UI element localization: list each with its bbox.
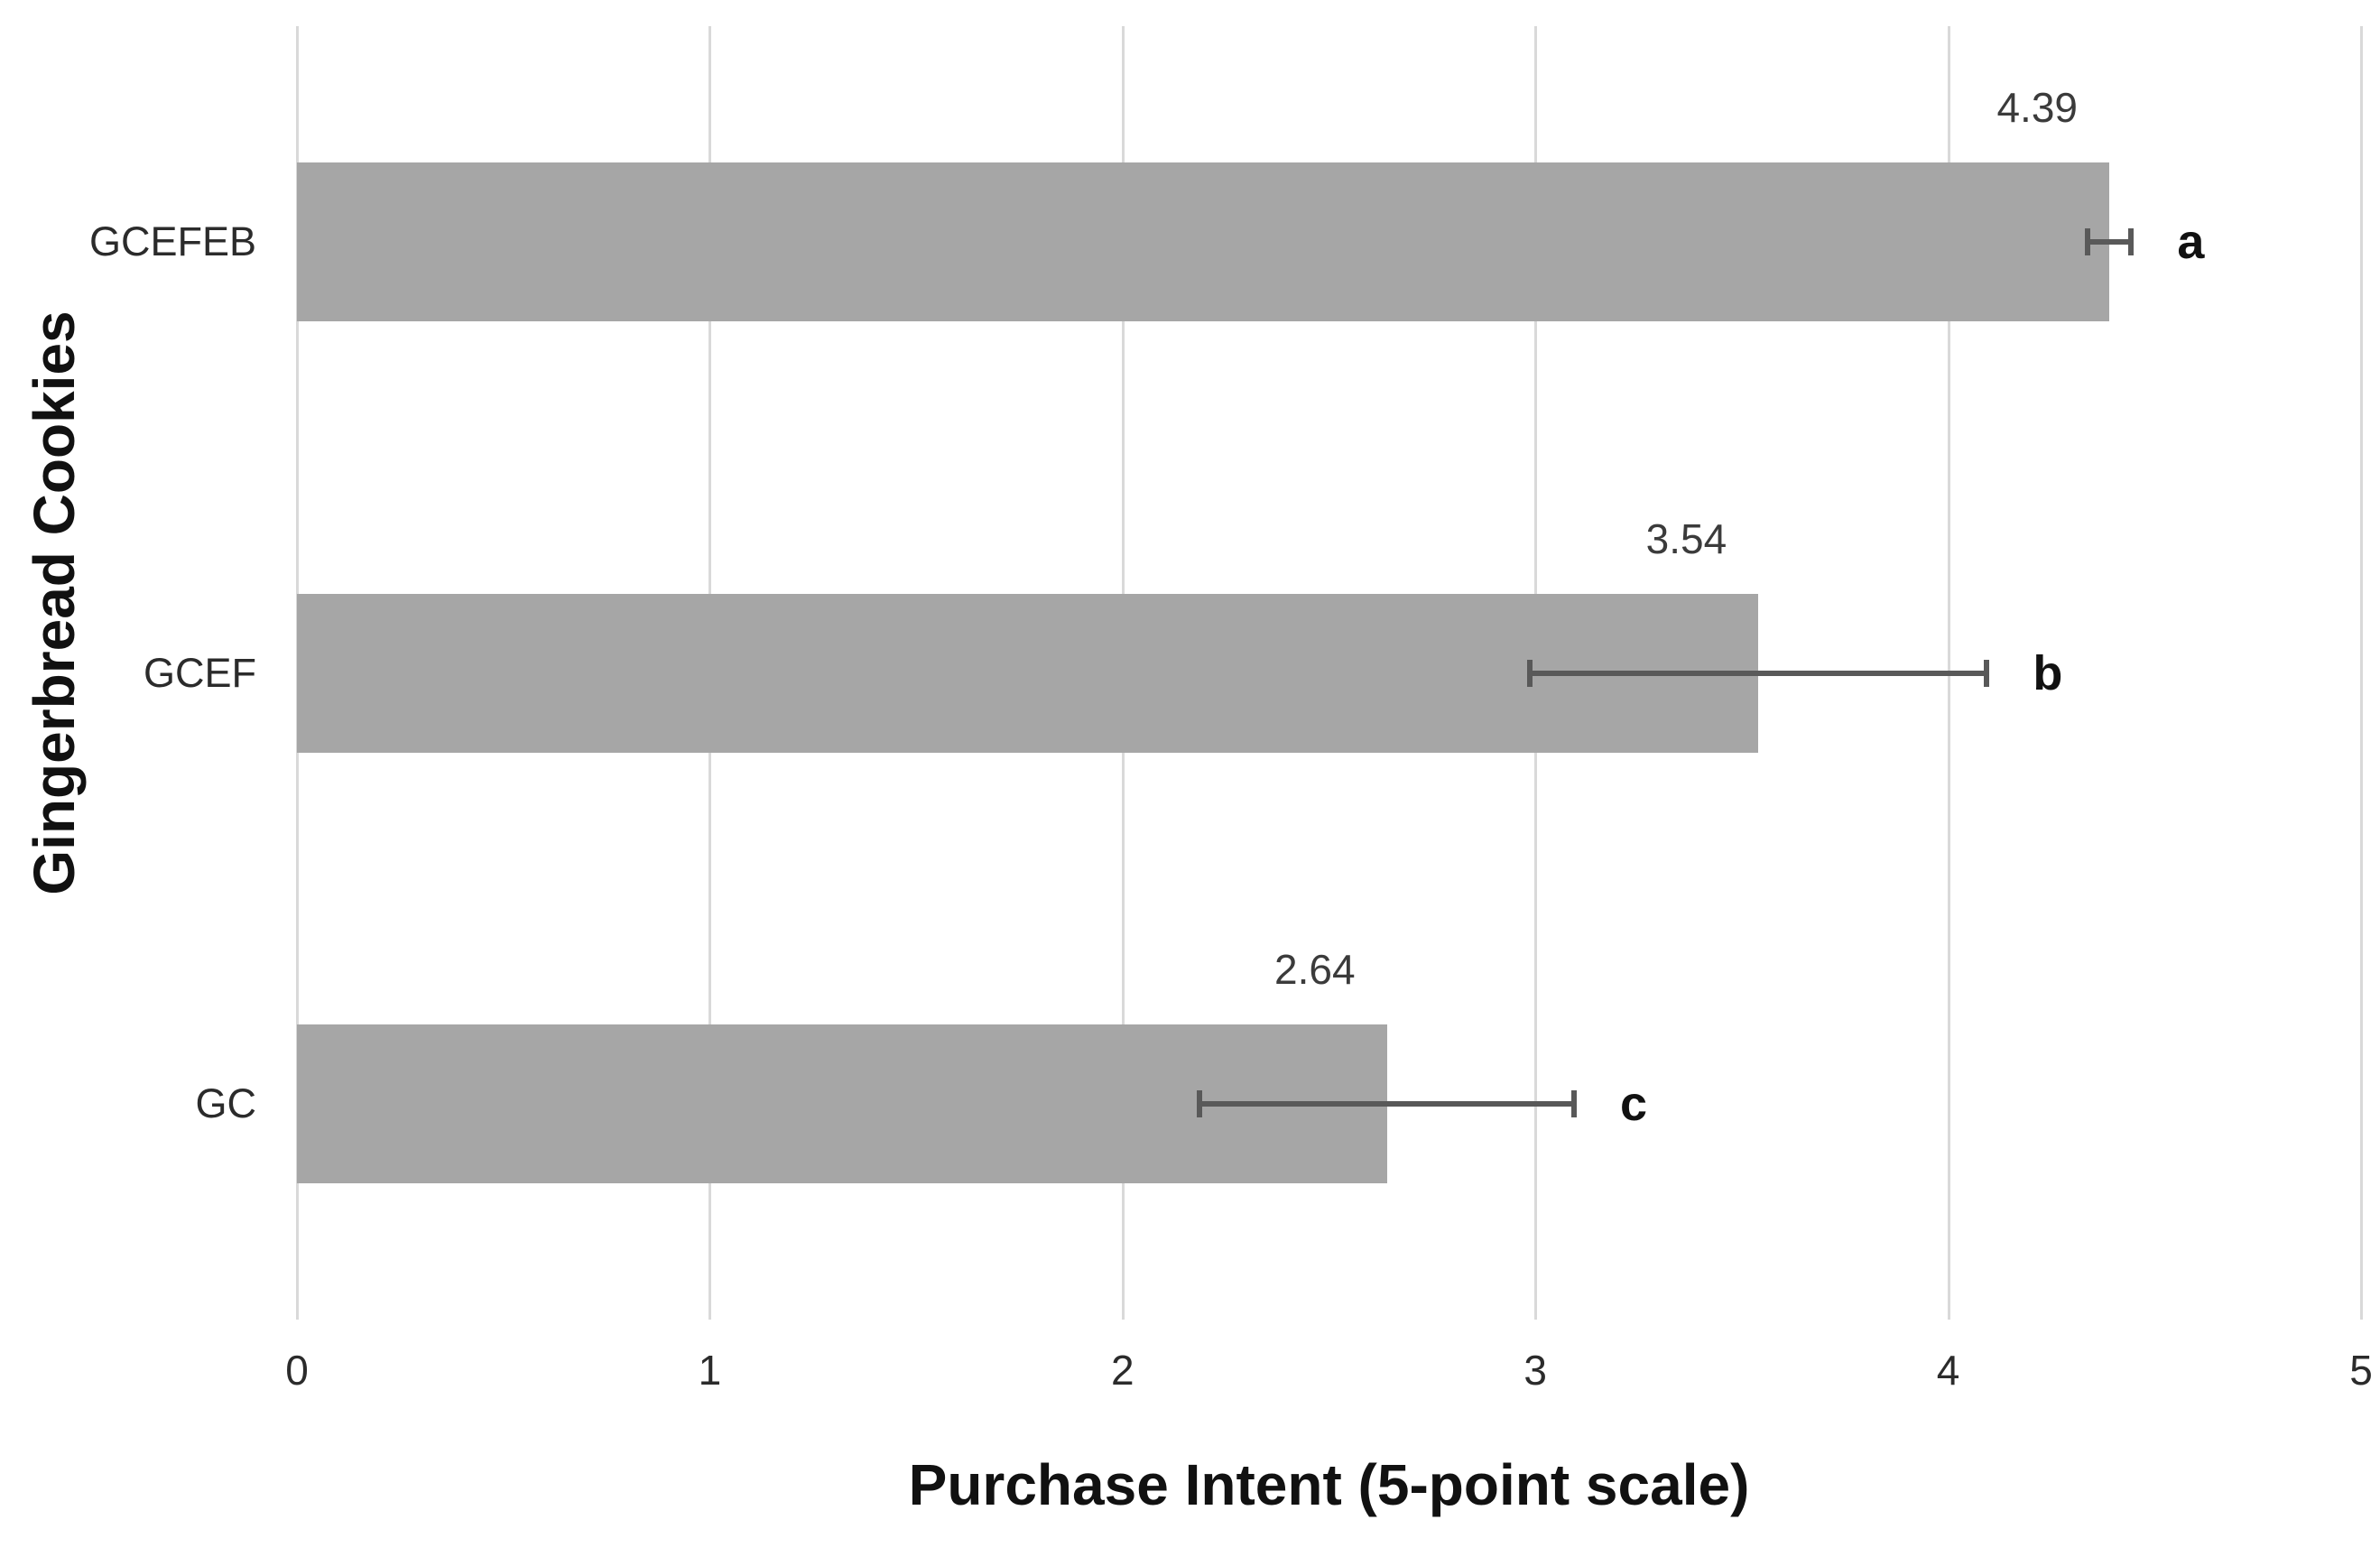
x-tick-label: 3 (1523, 1347, 1547, 1394)
value-label: 3.54 (1645, 514, 1727, 562)
x-tick-label: 5 (2349, 1347, 2373, 1394)
value-label: 4.39 (1996, 83, 2078, 131)
error-bar-cap-left (1527, 659, 1533, 687)
error-bar-cap-left (2084, 227, 2090, 255)
significance-letter: c (1619, 1077, 1647, 1132)
error-bar-cap-right (1984, 659, 1990, 687)
error-bar (1197, 1101, 1577, 1107)
significance-letter: b (2033, 645, 2063, 700)
x-tick-label: 4 (1936, 1347, 1960, 1394)
error-bar (1527, 670, 1990, 676)
x-axis-title: Purchase Intent (5-point scale) (908, 1452, 1750, 1517)
gridline (2360, 26, 2363, 1320)
x-tick-label: 0 (285, 1347, 309, 1394)
bar-gcefeb (297, 162, 2109, 321)
x-tick-label: 1 (698, 1347, 722, 1394)
category-label: GCEFEB (88, 218, 256, 264)
y-axis-title: Gingerbread Cookies (22, 310, 87, 895)
error-bar-cap-right (1570, 1090, 1577, 1118)
plot-area (296, 26, 2363, 1320)
error-bar (2084, 238, 2135, 245)
bar-gcef (297, 593, 1759, 753)
category-label: GCEF (143, 649, 256, 696)
significance-letter: a (2177, 214, 2205, 269)
error-bar-cap-right (2128, 227, 2135, 255)
value-label: 2.64 (1274, 946, 1356, 994)
category-label: GC (195, 1080, 257, 1127)
x-tick-label: 2 (1111, 1347, 1134, 1394)
error-bar-cap-left (1197, 1090, 1203, 1118)
